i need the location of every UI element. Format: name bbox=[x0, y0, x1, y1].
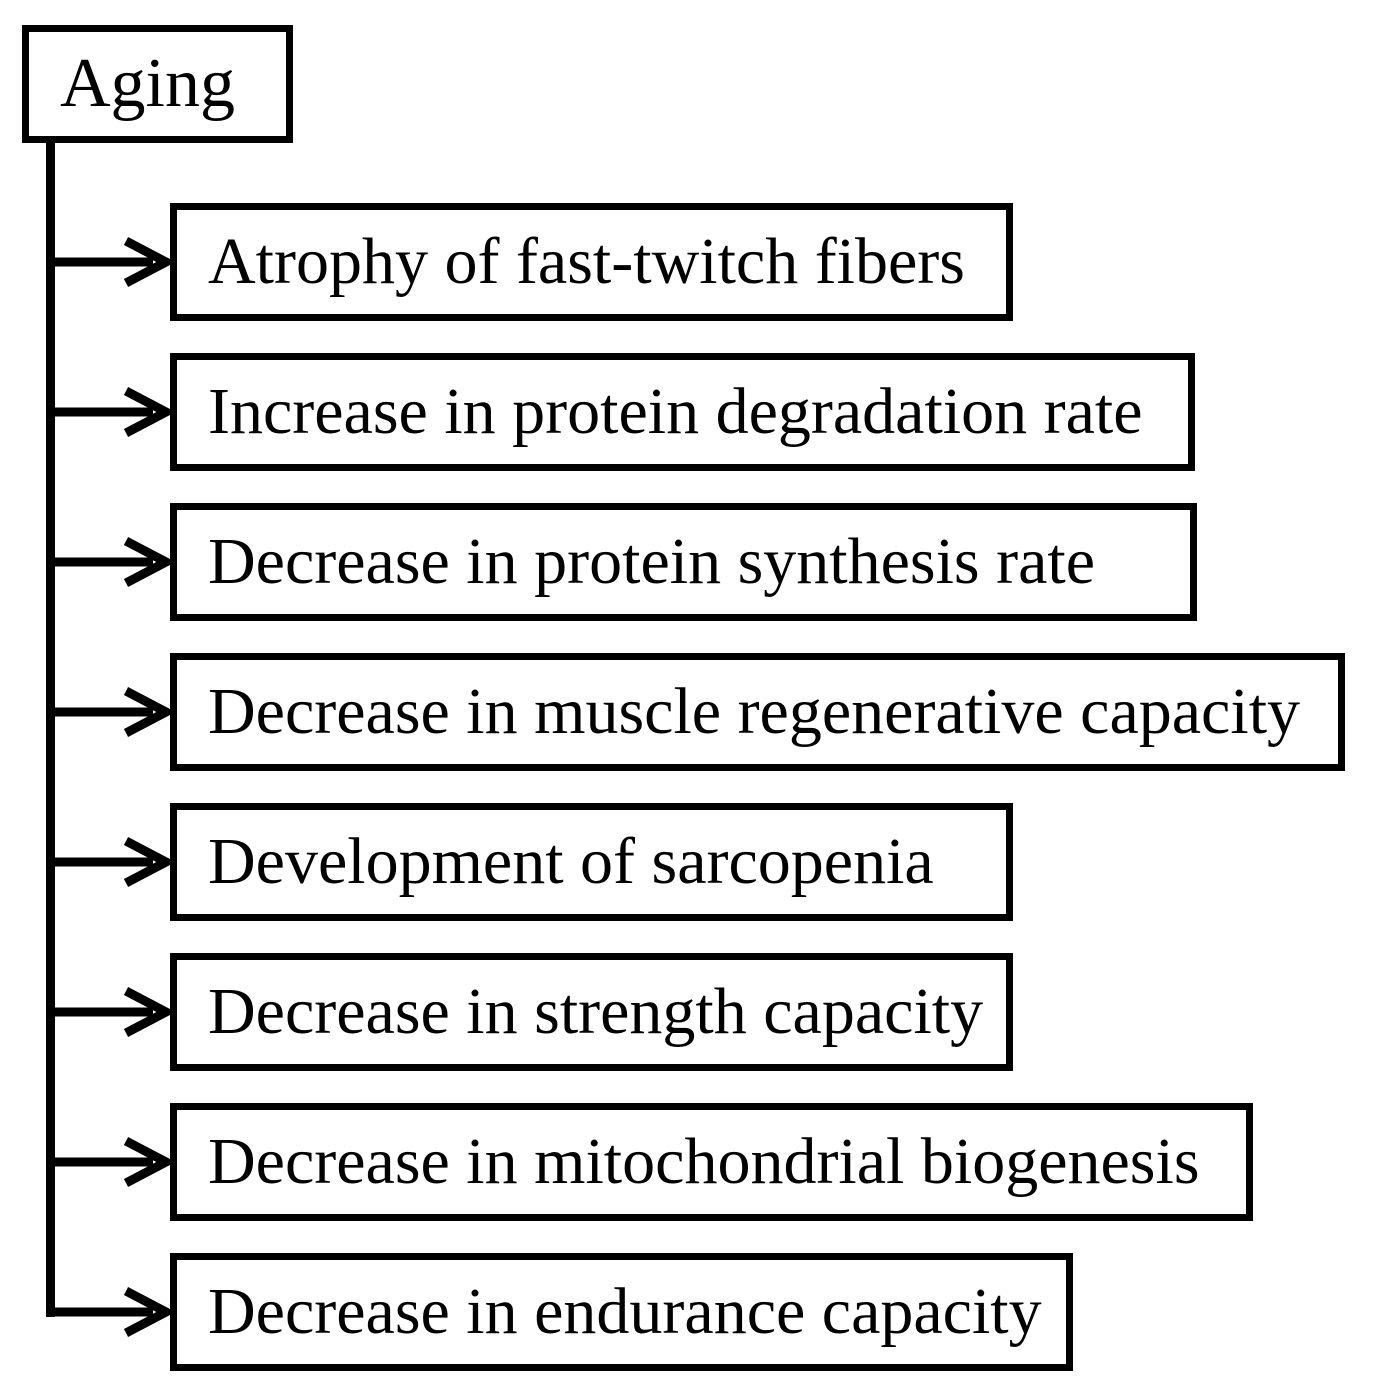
diagram-row: Decrease in mitochondrial biogenesis bbox=[50, 1103, 1345, 1221]
diagram-row: Increase in protein degradation rate bbox=[50, 353, 1345, 471]
right-arrow-icon bbox=[50, 987, 170, 1037]
effect-label: Decrease in muscle regenerative capacity bbox=[208, 675, 1301, 748]
right-arrow-icon bbox=[50, 237, 170, 287]
diagram-row: Decrease in protein synthesis rate bbox=[50, 503, 1345, 621]
effect-label: Development of sarcopenia bbox=[208, 825, 934, 898]
effect-label: Decrease in mitochondrial biogenesis bbox=[208, 1125, 1200, 1198]
effect-rows: Atrophy of fast-twitch fibers Increase i… bbox=[50, 203, 1345, 1389]
effect-box: Development of sarcopenia bbox=[170, 803, 1013, 921]
right-arrow-icon bbox=[50, 837, 170, 887]
effect-box: Decrease in protein synthesis rate bbox=[170, 503, 1197, 621]
effect-box: Atrophy of fast-twitch fibers bbox=[170, 203, 1013, 321]
right-arrow-icon bbox=[50, 1137, 170, 1187]
trunk-connector-line bbox=[46, 142, 55, 1317]
right-arrow-icon bbox=[50, 537, 170, 587]
right-arrow-icon bbox=[50, 387, 170, 437]
effect-label: Increase in protein degradation rate bbox=[208, 375, 1143, 448]
diagram-row: Atrophy of fast-twitch fibers bbox=[50, 203, 1345, 321]
effect-label: Decrease in strength capacity bbox=[208, 975, 984, 1048]
diagram-row: Development of sarcopenia bbox=[50, 803, 1345, 921]
effect-box: Decrease in strength capacity bbox=[170, 953, 1013, 1071]
effect-label: Atrophy of fast-twitch fibers bbox=[208, 225, 965, 298]
effect-label: Decrease in endurance capacity bbox=[208, 1275, 1042, 1348]
diagram-row: Decrease in endurance capacity bbox=[50, 1253, 1345, 1371]
root-node-aging: Aging bbox=[22, 25, 293, 143]
right-arrow-icon bbox=[50, 1287, 170, 1337]
diagram-row: Decrease in strength capacity bbox=[50, 953, 1345, 1071]
effect-box: Decrease in endurance capacity bbox=[170, 1253, 1073, 1371]
effect-label: Decrease in protein synthesis rate bbox=[208, 525, 1096, 598]
right-arrow-icon bbox=[50, 687, 170, 737]
effect-box: Decrease in mitochondrial biogenesis bbox=[170, 1103, 1253, 1221]
diagram-row: Decrease in muscle regenerative capacity bbox=[50, 653, 1345, 771]
root-node-label: Aging bbox=[60, 45, 235, 122]
effect-box: Increase in protein degradation rate bbox=[170, 353, 1195, 471]
effect-box: Decrease in muscle regenerative capacity bbox=[170, 653, 1345, 771]
